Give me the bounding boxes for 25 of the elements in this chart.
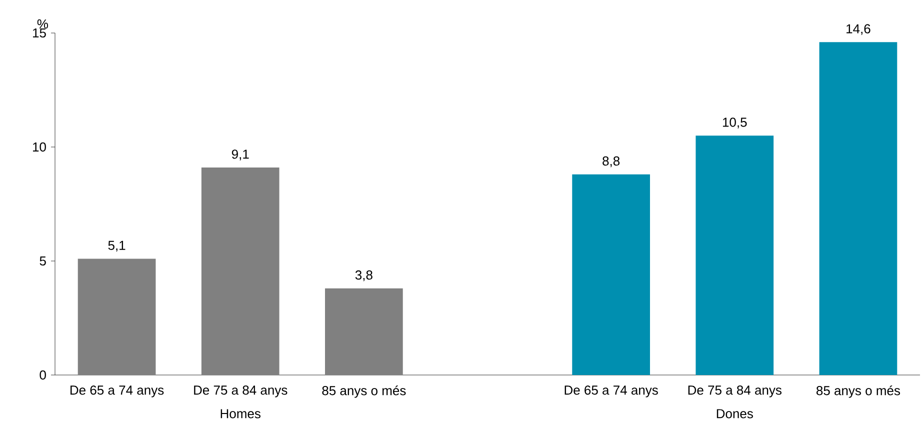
bar — [201, 168, 280, 375]
y-tick-label: 10 — [33, 142, 46, 152]
text: Dones — [716, 409, 753, 418]
data-label: 8,8 — [602, 156, 620, 168]
data-label: 3,8 — [355, 270, 372, 282]
data-label: 10,5 — [722, 118, 747, 128]
y-tick-label: 15 — [33, 28, 46, 38]
data-label: 9,1 — [232, 150, 249, 160]
bar — [819, 42, 898, 375]
x-tick-label: De 75 a 84 anys — [688, 386, 782, 398]
x-tick-label: 85 anys o més — [322, 386, 406, 398]
y-tick-label: 0 — [40, 370, 46, 380]
y-axis-title: % — [37, 19, 48, 28]
text: Homes — [220, 409, 260, 418]
bar — [696, 136, 774, 375]
y-tick-label: 5 — [40, 256, 46, 266]
bar — [572, 174, 650, 375]
data-label: 5,1 — [108, 240, 126, 252]
data-label: 14,6 — [846, 24, 870, 35]
bar — [325, 288, 403, 375]
x-tick-label: De 65 a 74 anys — [564, 386, 658, 398]
bar — [78, 258, 156, 375]
x-tick-label: De 65 a 74 anys — [70, 386, 164, 398]
x-tick-label: De 75 a 84 anys — [194, 386, 288, 398]
x-tick-label: 85 anys o més — [816, 386, 900, 398]
